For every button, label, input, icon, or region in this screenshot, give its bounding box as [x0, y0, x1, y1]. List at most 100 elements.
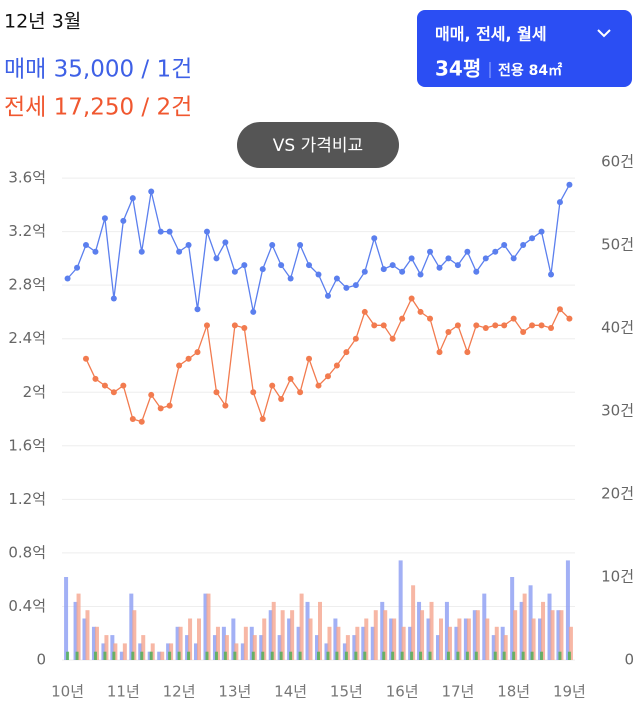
price-dot: [501, 242, 508, 248]
volume-bar: [361, 626, 366, 660]
price-dot: [324, 292, 331, 299]
volume-bar: [243, 626, 248, 660]
volume-bar: [428, 651, 432, 660]
volume-bar: [141, 635, 146, 660]
price-dot: [176, 248, 183, 255]
volume-bar: [463, 618, 468, 660]
volume-bar: [73, 601, 78, 660]
price-dot: [120, 382, 127, 389]
x-tick-label: 15년: [330, 683, 363, 701]
price-dot: [445, 329, 452, 336]
y-tick-label: 0.4억: [8, 597, 46, 615]
volume-bar: [565, 560, 570, 660]
volume-bar: [426, 618, 431, 660]
volume-bar: [315, 635, 319, 660]
volume-bar: [233, 651, 237, 660]
price-dot: [231, 322, 238, 329]
price-dot: [408, 295, 415, 302]
price-dot: [473, 268, 480, 275]
price-dot: [333, 275, 340, 282]
filter-button[interactable]: 매매, 전세, 월세 34평 전용 84㎡: [417, 10, 632, 87]
volume-bar: [290, 610, 295, 660]
price-dot: [417, 308, 424, 315]
price-dot: [82, 242, 89, 248]
volume-bar: [336, 626, 341, 660]
volume-bar: [93, 651, 97, 660]
volume-bar: [383, 610, 388, 660]
price-dot: [464, 349, 471, 356]
price-dot: [278, 262, 285, 269]
volume-bar: [439, 618, 444, 660]
volume-bar: [279, 651, 283, 660]
price-dot: [166, 228, 173, 235]
volume-bar: [392, 618, 397, 660]
volume-bar: [317, 651, 320, 660]
price-dot: [538, 228, 545, 235]
price-dot: [556, 306, 563, 313]
volume-bar: [344, 651, 348, 660]
volume-bar: [270, 651, 274, 660]
volume-bar: [503, 635, 508, 660]
price-dot: [74, 264, 81, 271]
price-dot: [529, 235, 536, 242]
volume-bar: [175, 626, 180, 660]
y2-tick-label: 40건: [601, 319, 634, 337]
volume-bar: [474, 651, 478, 660]
price-dot: [138, 418, 145, 425]
price-dot: [148, 391, 155, 398]
volume-bar: [335, 651, 339, 660]
price-dot: [361, 268, 368, 275]
price-dot: [436, 264, 443, 271]
y2-tick-label: 60건: [601, 153, 634, 171]
volume-bar: [289, 651, 293, 660]
volume-bar: [457, 618, 462, 660]
volume-bar: [196, 618, 201, 660]
volume-bar: [521, 651, 525, 660]
volume-bar: [262, 618, 267, 660]
volume-bar: [271, 601, 276, 660]
volume-bar: [559, 610, 564, 660]
volume-bar: [475, 610, 480, 660]
x-tick-label: 12년: [163, 683, 196, 701]
volume-bar: [298, 651, 302, 660]
price-dot: [82, 355, 89, 362]
volume-bar: [308, 618, 313, 660]
volume-bar: [157, 651, 162, 660]
price-dot: [213, 389, 220, 396]
volume-bar: [436, 635, 441, 660]
volume-bar: [112, 651, 116, 660]
volume-bar: [382, 651, 386, 660]
price-dot: [231, 268, 238, 275]
volume-bar: [129, 593, 134, 660]
volume-bar: [466, 618, 471, 660]
volume-bar: [472, 610, 477, 660]
volume-bar: [391, 651, 395, 660]
price-dot: [399, 268, 406, 275]
y2-tick-label: 20건: [601, 485, 634, 503]
price-dot: [520, 329, 527, 336]
price-dot: [138, 248, 145, 255]
price-dot: [566, 181, 573, 188]
price-dot: [120, 217, 127, 224]
price-dot: [306, 355, 313, 362]
price-dot: [408, 255, 415, 262]
volume-bar: [454, 626, 459, 660]
date: 12년 3월: [4, 11, 81, 33]
y-tick-label: 2.8억: [8, 276, 46, 294]
price-dot: [333, 362, 340, 369]
volume-bar: [318, 601, 322, 660]
price-dot: [101, 215, 108, 222]
compare-button[interactable]: VS 가격비교: [237, 122, 399, 168]
volume-bar: [252, 635, 257, 660]
price-dot: [203, 228, 210, 235]
volume-bar: [519, 601, 524, 660]
volume-bar: [299, 593, 304, 660]
volume-bar: [223, 651, 227, 660]
volume-bar: [513, 610, 518, 660]
price-dot: [454, 262, 461, 269]
x-tick-label: 17년: [441, 683, 474, 701]
volume-bar: [352, 635, 357, 660]
price-line: [85, 297, 570, 423]
y-tick-label: 1.2억: [8, 490, 46, 508]
volume-bar: [327, 626, 332, 660]
